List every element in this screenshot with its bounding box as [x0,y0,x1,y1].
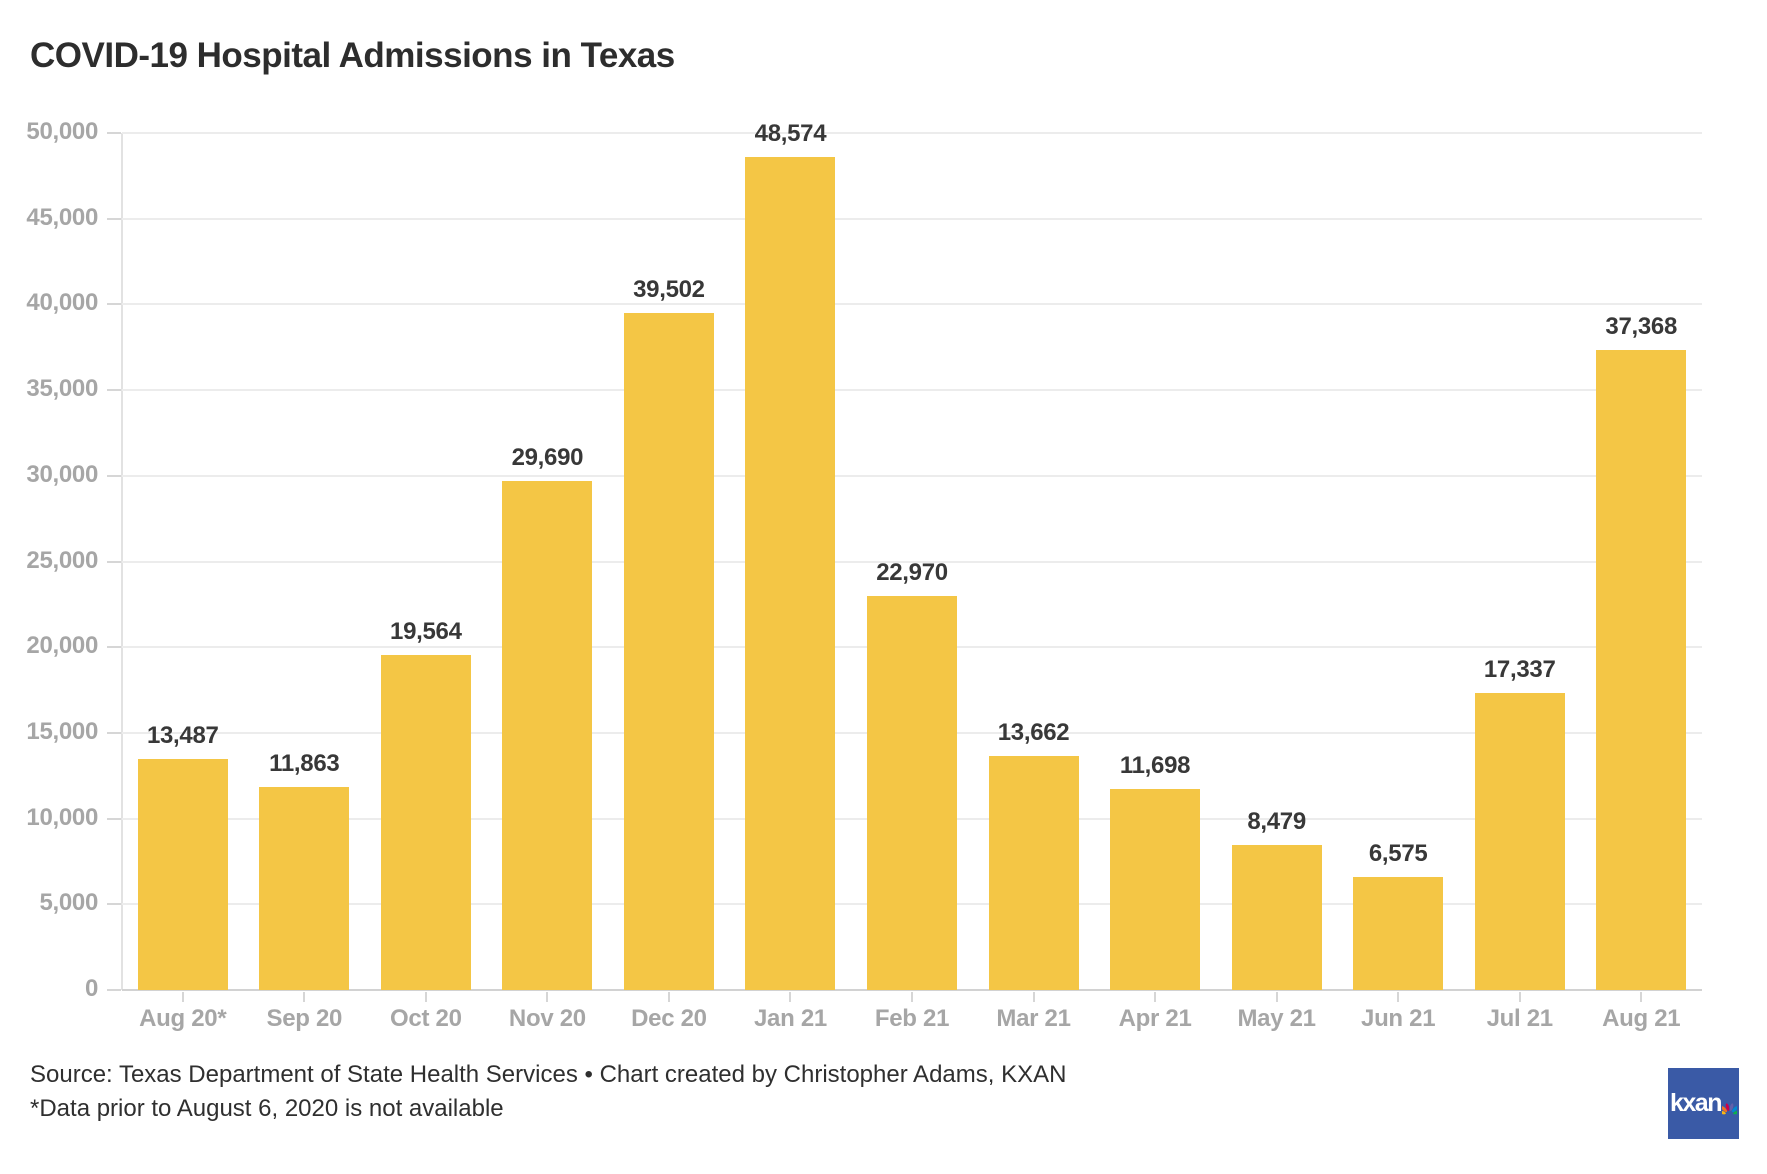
x-axis-tick-label: Feb 21 [874,1005,950,1032]
gridline [122,132,1702,134]
x-axis-tick-label: Sep 20 [266,1005,343,1032]
y-axis-tick [107,817,121,820]
x-axis-tick [424,992,427,1002]
bar-value-label: 19,564 [390,618,462,645]
bar-aug-20-[interactable] [137,759,228,990]
x-axis-tick-label: Jan 21 [753,1005,827,1032]
y-axis-tick [107,646,121,649]
y-axis-tick-label: 50,000 [26,117,98,145]
x-axis-tick [789,992,792,1002]
bar-value-label: 22,970 [876,559,948,586]
x-axis-tick-label: Dec 20 [631,1005,707,1032]
x-axis-tick-label: Nov 20 [508,1005,586,1032]
y-axis-tick [107,132,121,134]
y-axis-tick-label: 30,000 [26,460,98,488]
x-axis-tick-label: Mar 21 [996,1005,1071,1032]
bar-value-label: 8,479 [1247,808,1306,835]
bar-sep-20[interactable] [259,787,350,990]
x-axis-tick [1397,992,1400,1002]
bar-jun-21[interactable] [1353,877,1444,990]
x-axis-line [122,989,1702,991]
bar-aug-21[interactable] [1596,350,1687,990]
bar-value-label: 6,575 [1368,840,1428,867]
bar-dec-20[interactable] [623,313,714,990]
x-axis-tick [911,992,913,1002]
bar-value-label: 39,502 [633,276,705,303]
x-axis-tick [1154,992,1157,1002]
bar-value-label: 13,487 [146,722,219,749]
kxan-logo-inner: kxan [1670,1091,1737,1116]
y-axis-tick [107,217,121,220]
bar-jan-21[interactable] [745,157,836,990]
gridline [122,474,1702,477]
y-axis-tick [107,560,121,563]
bar-may-21[interactable] [1231,845,1322,990]
gridline [122,303,1702,306]
kxan-logo-text: kxan [1670,1089,1722,1117]
bar-nov-20[interactable] [502,481,593,990]
bar-value-label: 13,662 [997,719,1070,746]
bar-chart-plot-area: 0 5,000 10,000 15,000 20,000 25,000 30,000 35,0… [26,118,1702,1032]
y-axis-tick [107,389,121,392]
bar-mar-21[interactable] [988,756,1079,990]
bar-feb-21[interactable] [867,596,957,990]
x-axis-tick [303,992,306,1002]
kxan-logo: kxan [1668,1068,1739,1139]
y-axis-tick-label: 10,000 [26,803,98,831]
bar-value-label: 17,337 [1483,656,1556,683]
x-axis-tick [667,992,670,1002]
chart-footer: Source: Texas Department of State Health… [30,1058,1066,1126]
y-axis-tick-label: 45,000 [26,203,98,231]
y-axis-tick [107,731,121,734]
y-axis-tick [107,474,121,477]
y-axis-tick-label: 20,000 [26,632,98,660]
x-axis-tick [1032,992,1035,1002]
bar-value-label: 37,368 [1605,313,1678,340]
y-axis-tick [107,303,121,306]
x-axis-tick [1518,992,1521,1002]
x-axis-tick [1275,992,1278,1002]
x-axis-tick [181,992,184,1002]
bar-value-label: 29,690 [511,444,584,471]
bar-value-label: 11,863 [269,750,340,777]
bar-value-label: 11,698 [1119,752,1191,779]
footnote-text: *Data prior to August 6, 2020 is not ava… [30,1095,504,1122]
x-axis-tick-label: Jul 21 [1486,1005,1554,1032]
gridline [122,217,1702,220]
y-axis-tick-label: 40,000 [26,289,98,317]
bar-apr-21[interactable] [1110,789,1201,990]
bar-oct-20[interactable] [380,655,471,990]
page-title: COVID-19 Hospital Admissions in Texas [30,36,675,75]
x-axis-tick-label: Oct 20 [390,1005,462,1032]
y-axis-tick [107,903,121,906]
source-text: Source: Texas Department of State Health… [30,1061,1067,1088]
nbc-peacock-icon [1721,1103,1737,1115]
x-axis-tick-label: May 21 [1237,1005,1316,1032]
x-axis-tick [1640,992,1643,1002]
bar-jul-21[interactable] [1474,693,1565,990]
x-axis-tick [546,992,549,1002]
y-axis-tick-label: 15,000 [26,717,98,745]
x-axis-tick-label: Apr 21 [1118,1005,1192,1032]
x-axis-tick-label: Jun 21 [1361,1005,1436,1032]
x-axis-tick-label: Aug 21 [1602,1005,1681,1032]
x-axis-tick-label: Aug 20* [139,1005,227,1032]
y-axis-tick-label: 25,000 [26,546,98,574]
y-axis-tick [107,989,121,991]
gridline [122,560,1702,563]
bar-value-label: 48,574 [754,120,827,147]
y-axis-tick-label: 0 [84,974,98,1002]
gridline [122,389,1702,392]
y-axis-tick-label: 5,000 [39,889,98,917]
y-axis-tick-label: 35,000 [26,374,98,402]
